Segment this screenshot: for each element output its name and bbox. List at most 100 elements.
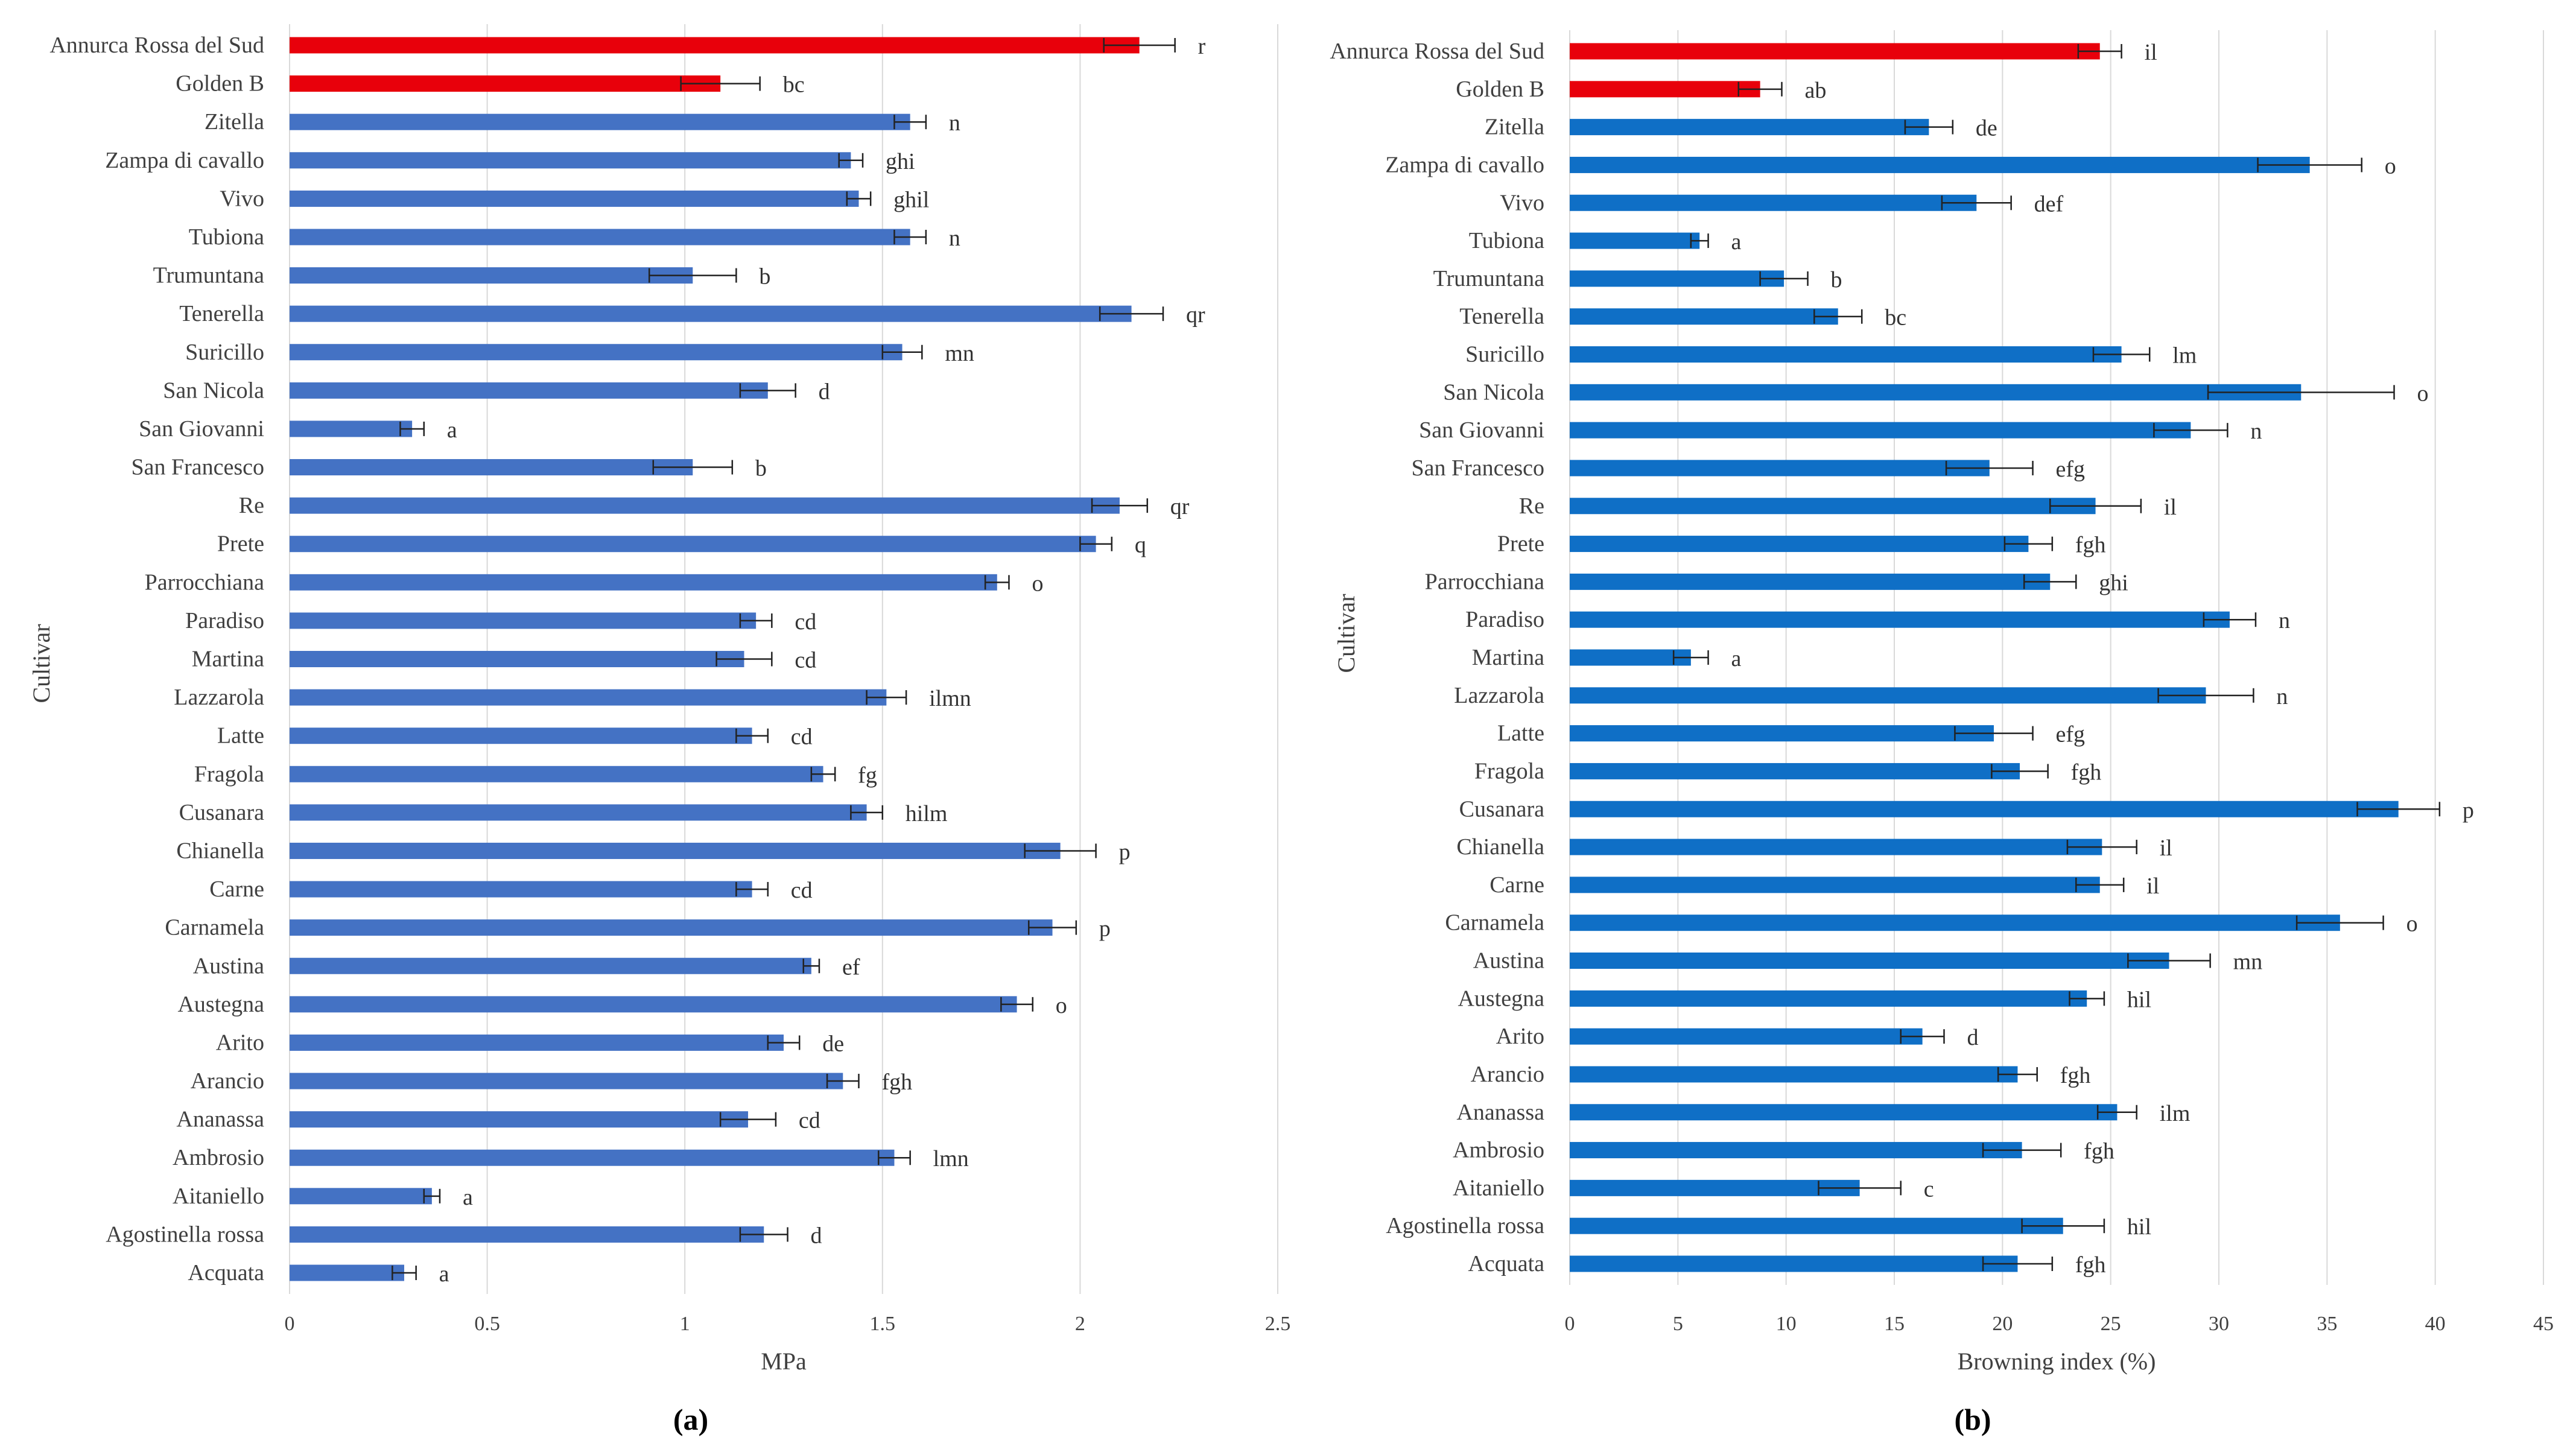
bar-a-0 — [290, 37, 1140, 54]
bar-a-13 — [290, 536, 1096, 553]
significance-letter-a-16: cd — [795, 648, 816, 673]
x-tick-label-a-4: 2 — [1075, 1313, 1085, 1335]
significance-letter-a-5: n — [949, 226, 960, 251]
bar-a-20 — [290, 804, 867, 821]
bar-b-22 — [1570, 877, 2100, 893]
bar-a-7 — [290, 305, 1132, 322]
category-label-a-10: San Giovanni — [139, 416, 264, 442]
bar-b-0 — [1570, 43, 2100, 60]
bar-a-18 — [290, 728, 752, 744]
bar-b-21 — [1570, 839, 2102, 855]
panel-label-a: (a) — [673, 1403, 708, 1436]
category-label-a-6: Trumuntana — [153, 263, 265, 288]
significance-letter-b-7: bc — [1885, 305, 1906, 331]
category-label-b-24: Austina — [1473, 948, 1544, 974]
bar-a-29 — [290, 1149, 895, 1166]
bar-a-2 — [290, 113, 910, 130]
category-label-a-7: Tenerella — [179, 301, 264, 326]
category-label-a-29: Ambrosio — [173, 1145, 264, 1170]
category-label-a-1: Golden B — [176, 71, 264, 97]
significance-letter-a-30: a — [463, 1185, 473, 1210]
significance-letter-b-4: def — [2034, 191, 2064, 217]
significance-letter-a-19: fg — [858, 763, 877, 788]
category-label-a-22: Carne — [209, 877, 264, 902]
bar-a-32 — [290, 1264, 405, 1281]
category-label-a-3: Zampa di cavallo — [105, 148, 264, 173]
significance-letter-b-3: o — [2385, 153, 2396, 179]
significance-letter-b-16: a — [1731, 646, 1742, 671]
y-axis-title-b: Cultivar — [1333, 594, 1360, 673]
significance-letter-a-26: de — [822, 1031, 844, 1056]
bar-a-3 — [290, 152, 851, 169]
bar-b-5 — [1570, 232, 1700, 249]
category-label-a-31: Agostinella rossa — [106, 1222, 264, 1247]
significance-letter-b-2: de — [1976, 116, 1997, 141]
category-label-b-19: Fragola — [1474, 758, 1544, 784]
x-tick-label-b-5: 25 — [2101, 1313, 2121, 1335]
x-tick-label-a-0: 0 — [285, 1313, 295, 1335]
significance-letter-a-9: d — [819, 379, 830, 404]
significance-letter-b-30: c — [1924, 1176, 1934, 1202]
x-tick-label-b-7: 35 — [2317, 1313, 2337, 1335]
bar-a-11 — [290, 459, 693, 476]
bar-b-19 — [1570, 763, 2020, 779]
bar-a-8 — [290, 344, 903, 361]
category-label-a-19: Fragola — [194, 761, 264, 787]
bar-b-29 — [1570, 1142, 2022, 1159]
category-label-a-13: Prete — [217, 531, 264, 557]
significance-letter-b-28: ilm — [2160, 1101, 2191, 1126]
significance-letter-a-22: cd — [791, 878, 813, 903]
category-label-b-9: San Nicola — [1443, 379, 1544, 405]
category-label-a-11: San Francesco — [131, 455, 264, 480]
bar-a-17 — [290, 689, 887, 706]
significance-letter-b-22: il — [2146, 874, 2159, 899]
significance-letter-b-15: n — [2279, 608, 2290, 633]
x-tick-label-a-2: 1 — [680, 1313, 690, 1335]
category-label-a-16: Martina — [192, 647, 264, 672]
category-label-b-7: Tenerella — [1459, 304, 1544, 329]
category-label-a-4: Vivo — [220, 186, 264, 211]
category-label-b-1: Golden B — [1456, 77, 1544, 102]
significance-letter-a-8: mn — [945, 341, 974, 366]
bar-a-24 — [290, 957, 811, 974]
bar-b-12 — [1570, 498, 2096, 515]
significance-letter-a-23: p — [1099, 916, 1111, 942]
significance-letter-b-27: fgh — [2060, 1063, 2091, 1088]
category-label-a-5: Tubiona — [189, 224, 264, 250]
significance-letter-a-4: ghil — [893, 187, 929, 212]
category-label-b-6: Trumuntana — [1433, 266, 1545, 291]
category-label-a-27: Arancio — [191, 1068, 264, 1094]
category-label-a-24: Austina — [193, 953, 264, 978]
bar-b-28 — [1570, 1104, 2118, 1121]
significance-letter-a-29: lmn — [933, 1146, 969, 1172]
category-label-b-22: Carne — [1489, 872, 1544, 898]
bar-b-3 — [1570, 156, 2310, 173]
category-label-b-11: San Francesco — [1411, 455, 1544, 481]
x-tick-label-b-2: 10 — [1776, 1313, 1797, 1335]
category-label-b-31: Agostinella rossa — [1386, 1213, 1544, 1238]
category-label-a-12: Re — [239, 493, 264, 518]
significance-letter-b-31: hil — [2127, 1214, 2151, 1240]
significance-letter-b-25: hil — [2127, 987, 2151, 1012]
category-label-b-32: Acquata — [1468, 1251, 1544, 1276]
significance-letter-a-27: fgh — [881, 1070, 912, 1095]
significance-letter-a-25: o — [1056, 993, 1067, 1018]
significance-letter-a-18: cd — [791, 724, 813, 750]
bar-b-20 — [1570, 801, 2399, 817]
category-label-b-8: Suricillo — [1465, 342, 1544, 367]
category-label-b-20: Cusanara — [1459, 796, 1545, 822]
category-label-b-13: Prete — [1497, 531, 1544, 557]
category-label-a-17: Lazzarola — [174, 685, 264, 710]
category-label-a-25: Austegna — [177, 992, 264, 1017]
category-label-a-8: Suricillo — [185, 340, 264, 365]
bar-a-16 — [290, 651, 744, 667]
bar-b-16 — [1570, 649, 1691, 666]
bar-b-23 — [1570, 915, 2340, 931]
bar-a-6 — [290, 267, 693, 284]
significance-letter-b-17: n — [2276, 684, 2288, 709]
category-label-b-14: Parrocchiana — [1425, 569, 1544, 594]
bar-a-27 — [290, 1073, 843, 1089]
category-label-a-14: Parrocchiana — [145, 569, 264, 595]
category-label-a-21: Chianella — [176, 838, 264, 863]
significance-letter-b-5: a — [1731, 229, 1742, 255]
